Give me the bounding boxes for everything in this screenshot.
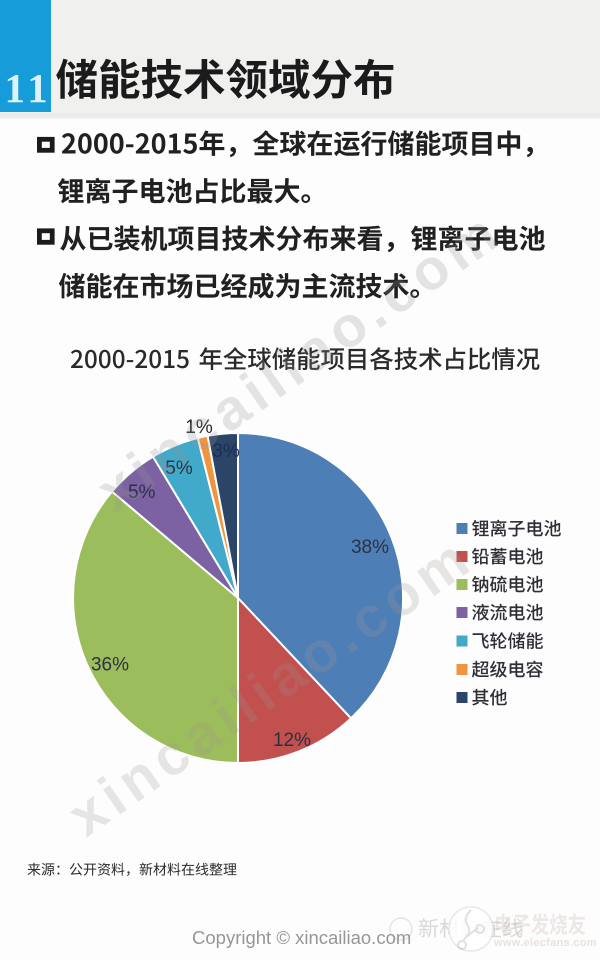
svg-text:36%: 36%: [91, 655, 129, 676]
svg-text:12%: 12%: [273, 730, 311, 751]
svg-text:11: 11: [5, 65, 53, 111]
svg-text:www.elecfans.com: www.elecfans.com: [493, 937, 597, 949]
svg-text:1%: 1%: [185, 417, 213, 438]
svg-text:5%: 5%: [165, 458, 193, 479]
svg-text:38%: 38%: [351, 537, 389, 558]
svg-text:Copyright © xincailiao.com: Copyright © xincailiao.com: [192, 927, 411, 948]
svg-text:5%: 5%: [128, 482, 156, 503]
svg-text:3%: 3%: [212, 441, 240, 462]
